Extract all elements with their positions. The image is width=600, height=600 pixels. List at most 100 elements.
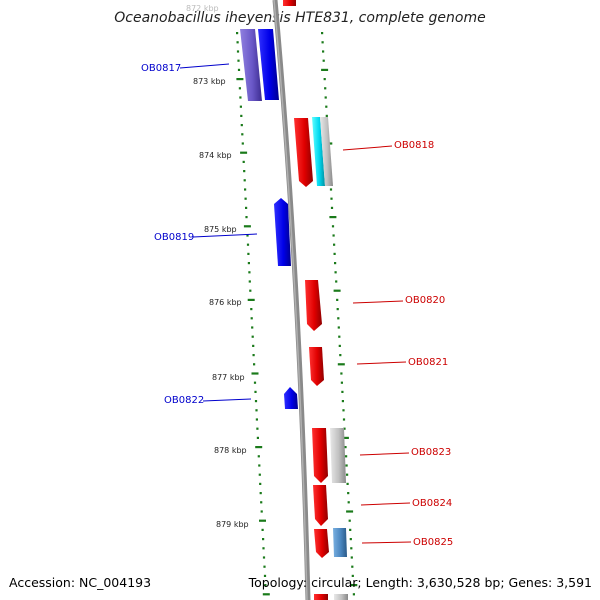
leader-line xyxy=(192,233,258,238)
minor-tick xyxy=(334,262,337,265)
kbp-label: 876 kbp xyxy=(209,298,242,307)
kbp-scale: 872 kbp 873 kbp 874 kbp 875 kbp 876 kbp … xyxy=(186,4,249,529)
minor-tick xyxy=(330,197,333,200)
minor-tick xyxy=(264,584,267,587)
gene-label-right[interactable]: OB0824 xyxy=(412,498,452,509)
minor-tick xyxy=(241,142,244,145)
gene-feature-OB0818[interactable] xyxy=(294,118,313,187)
major-tick xyxy=(240,151,248,154)
minor-tick xyxy=(341,400,344,403)
minor-tick xyxy=(336,298,339,301)
gene-feature[interactable] xyxy=(312,117,325,186)
gene-label-right[interactable]: OB0821 xyxy=(408,357,448,368)
gene-label-right[interactable]: OB0823 xyxy=(411,447,451,458)
kbp-label: 873 kbp xyxy=(193,77,226,86)
gene-label-left[interactable]: OB0819 xyxy=(154,232,194,243)
minor-tick xyxy=(258,473,261,476)
minor-tick xyxy=(321,32,324,35)
minor-tick xyxy=(334,271,337,274)
minor-tick xyxy=(336,308,339,311)
minor-tick xyxy=(338,335,341,338)
major-tick xyxy=(341,436,349,439)
minor-tick xyxy=(253,363,256,366)
leader-line xyxy=(352,300,404,304)
gene-feature[interactable] xyxy=(283,0,296,6)
minor-tick xyxy=(237,59,240,62)
gene-feature[interactable] xyxy=(330,428,346,483)
minor-tick xyxy=(243,170,246,173)
gene-feature-OB0822[interactable] xyxy=(284,387,298,409)
minor-tick xyxy=(246,234,249,237)
gene-feature-OB0820[interactable] xyxy=(305,280,322,331)
minor-tick xyxy=(340,372,343,375)
kbp-label: 872 kbp xyxy=(186,4,219,13)
gene-label-right[interactable]: OB0818 xyxy=(394,140,434,151)
gene-feature-OB0825[interactable] xyxy=(314,529,329,558)
minor-tick xyxy=(262,556,266,559)
kbp-label: 879 kbp xyxy=(216,520,249,529)
leader-line xyxy=(342,145,393,151)
minor-tick xyxy=(333,252,336,255)
minor-tick xyxy=(263,565,266,568)
minor-tick xyxy=(349,528,352,531)
minor-tick xyxy=(324,87,327,90)
gene-feature-OB0824[interactable] xyxy=(313,485,328,526)
gene-label-left[interactable]: OB0822 xyxy=(164,395,204,406)
genome-summary-text: Topology: circular; Length: 3,630,528 bp… xyxy=(248,575,592,590)
major-tick xyxy=(259,519,266,522)
major-tick xyxy=(321,68,329,71)
minor-tick xyxy=(236,41,239,44)
minor-tick xyxy=(243,179,246,182)
major-tick xyxy=(262,593,270,596)
minor-tick xyxy=(252,354,255,357)
minor-tick xyxy=(259,482,262,485)
gene-feature-OB0819[interactable] xyxy=(274,198,291,266)
major-tick xyxy=(236,78,244,81)
leader-line xyxy=(361,541,412,544)
major-tick xyxy=(247,298,255,301)
gene-feature[interactable] xyxy=(320,117,333,186)
minor-tick xyxy=(335,280,338,283)
major-tick xyxy=(251,372,259,375)
minor-tick xyxy=(245,206,248,209)
gene-feature[interactable] xyxy=(240,29,262,101)
gene-label-right[interactable]: OB0820 xyxy=(405,295,445,306)
minor-tick xyxy=(250,308,253,311)
gene-feature-OB0823[interactable] xyxy=(312,428,328,483)
minor-tick xyxy=(351,565,354,568)
minor-tick xyxy=(255,409,258,412)
gene-label-left[interactable]: OB0817 xyxy=(141,63,181,74)
kbp-label: 878 kbp xyxy=(214,446,247,455)
gene-feature[interactable] xyxy=(333,528,347,557)
minor-tick xyxy=(262,547,265,550)
tick-tracks xyxy=(236,32,358,596)
minor-tick xyxy=(348,519,351,522)
minor-tick xyxy=(338,344,341,347)
minor-tick xyxy=(323,78,326,81)
minor-tick xyxy=(333,243,336,246)
gene-feature[interactable] xyxy=(334,594,348,600)
minor-tick xyxy=(255,418,258,421)
minor-tick xyxy=(256,427,259,430)
leader-line xyxy=(356,361,407,365)
minor-tick xyxy=(236,32,239,35)
major-tick xyxy=(333,289,341,292)
minor-tick xyxy=(247,252,250,255)
minor-tick xyxy=(248,280,251,283)
major-tick xyxy=(350,584,358,587)
minor-tick xyxy=(342,409,345,412)
minor-tick xyxy=(238,87,241,90)
minor-tick xyxy=(239,96,242,99)
minor-tick xyxy=(343,427,346,430)
minor-tick xyxy=(253,381,257,384)
minor-tick xyxy=(254,390,257,393)
gene-label-right[interactable]: OB0825 xyxy=(413,537,453,548)
gene-feature-OB0817[interactable] xyxy=(258,29,279,100)
minor-tick xyxy=(330,206,334,209)
gene-feature-OB0821[interactable] xyxy=(309,347,324,386)
minor-tick xyxy=(240,124,243,127)
gene-feature[interactable] xyxy=(314,594,328,600)
minor-tick xyxy=(245,216,248,219)
label-leaders xyxy=(179,63,412,544)
